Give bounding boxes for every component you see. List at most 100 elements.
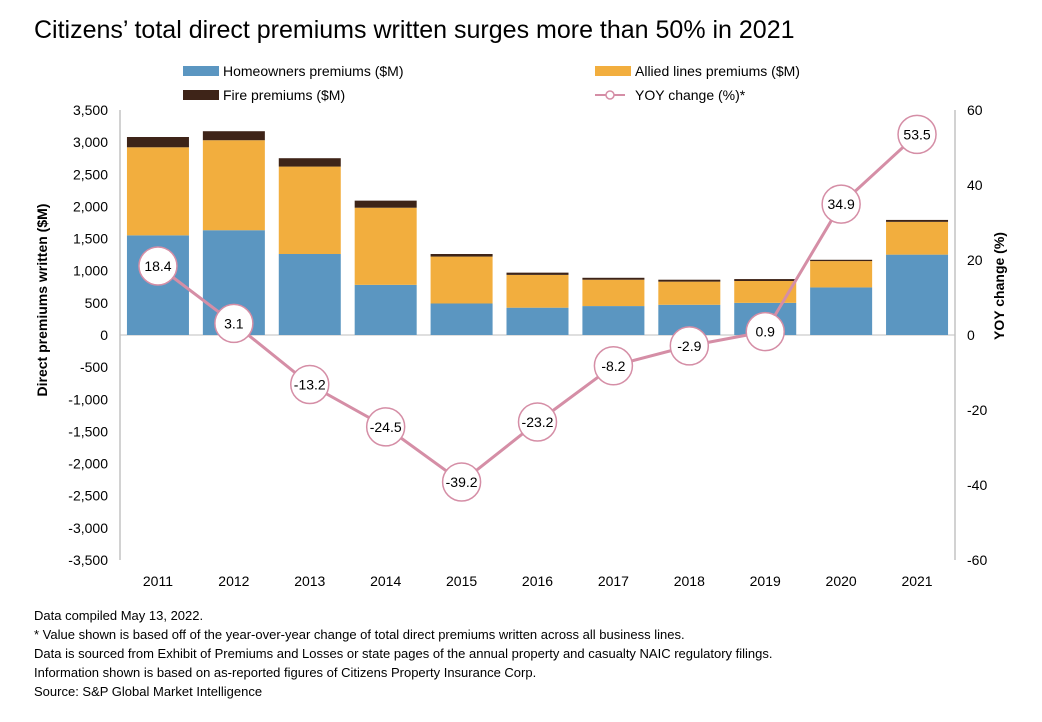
yoy-data-label: -24.5 [370,419,402,435]
x-tick-label: 2019 [750,573,781,589]
bar-segment [354,207,417,285]
note-line: Data compiled May 13, 2022. [34,608,204,623]
x-tick-label: 2021 [901,573,932,589]
yoy-data-label: 3.1 [224,315,244,331]
axes: 3,500 3,000 2,500 2,000 1,500 1,000 500 0 -500 -1… [68,102,987,589]
yoy-point [517,402,558,442]
bars [126,131,949,335]
bar-segment [202,140,265,231]
bar-segment [810,287,873,335]
yoy-data-label: 0.9 [755,324,775,340]
yoy-point [365,407,406,447]
y-tick-label: 2,000 [73,198,108,214]
bar-segment [886,219,949,222]
legend: Homeowners premiums ($M) Allied lines pre… [183,63,800,103]
x-tick-label: 2014 [370,573,401,589]
bar-segment [506,272,569,275]
bar-segment [810,259,873,262]
bar-segment [582,277,645,280]
legend-label: YOY change (%)* [635,87,746,103]
y2-axis-label: YOY change (%) [991,232,1007,340]
bar-segment [354,200,417,208]
yoy-data-label: 18.4 [144,258,171,274]
bar-segment [430,254,493,257]
y2-tick-label: -40 [967,477,987,493]
x-tick-label: 2013 [294,573,325,589]
y-tick-label: 3,000 [73,134,108,150]
yoy-point [214,303,254,344]
note-line: * Value shown is based off of the year-o… [34,627,685,642]
bar-segment [278,166,341,254]
legend-swatch [595,66,631,76]
bar-segment [506,307,569,335]
y-tick-label: -500 [80,359,108,375]
bar-segment [126,147,189,236]
y2-tick-label: -60 [967,552,987,568]
bar-segment [658,279,721,282]
footnotes: Data compiled May 13, 2022. * Value show… [34,606,772,701]
x-tick-label: 2017 [598,573,629,589]
yoy-line: 18.4 3.1 -13.2 -24.5 -39.2 -23.2 -8.2 -2.9 0.9 34… [138,114,937,502]
bar-segment [506,274,569,308]
bar-segment [430,303,493,335]
y-tick-label: -2,500 [68,488,108,504]
y2-tick-label: 40 [967,177,983,193]
y2-tick-label: 20 [967,252,983,268]
legend-swatch [183,90,219,100]
x-tick-label: 2016 [522,573,553,589]
x-tick-label: 2018 [674,573,705,589]
legend-label: Allied lines premiums ($M) [635,63,800,79]
legend-label: Fire premiums ($M) [223,87,345,103]
y2-tick-label: 0 [967,327,975,343]
bar-segment [658,281,721,305]
yoy-point [290,364,330,405]
y-tick-label: 3,500 [73,102,108,118]
legend-swatch [183,66,219,76]
y-tick-label: -2,000 [68,456,108,472]
y2-tick-label: -20 [967,402,987,418]
bar-segment [126,137,189,148]
bar-segment [582,306,645,335]
yoy-data-label: -8.2 [601,358,625,374]
x-tick-label: 2012 [218,573,249,589]
yoy-point [593,346,634,386]
yoy-data-label: -13.2 [294,377,326,393]
bar-segment [734,279,797,281]
legend-label: Homeowners premiums ($M) [223,63,403,79]
yoy-point [669,326,710,366]
y-tick-label: -3,500 [68,552,108,568]
yoy-point [745,311,785,352]
yoy-point [441,462,482,502]
chart-title: Citizens’ total direct premiums written … [34,16,795,44]
note-line: Information shown is based on as-reporte… [34,665,537,680]
yoy-point [897,114,937,155]
bar-segment [354,284,417,335]
note-line: Source: S&P Global Market Intelligence [34,684,263,699]
bar-segment [278,158,341,167]
y-axis-label: Direct premiums written ($M) [34,204,50,397]
y-tick-label: -3,000 [68,520,108,536]
note-line: Data is sourced from Exhibit of Premiums… [34,646,773,661]
y-tick-label: 1,000 [73,263,108,279]
bar-segment [430,256,493,304]
yoy-point [821,184,861,224]
yoy-data-label: -2.9 [677,338,701,354]
y-tick-label: 2,500 [73,166,108,182]
legend-swatch-marker [605,90,615,100]
x-tick-label: 2015 [446,573,477,589]
bar-segment [734,281,797,303]
y2-tick-label: 60 [967,102,983,118]
y-tick-label: 500 [85,295,109,311]
yoy-data-label: 53.5 [903,126,930,142]
yoy-point [138,246,178,286]
yoy-data-label: -39.2 [446,474,478,490]
bar-segment [886,254,949,335]
yoy-data-label: 34.9 [828,196,855,212]
bar-segment [886,221,949,255]
y-tick-label: 1,500 [73,231,108,247]
bar-segment [278,254,341,335]
bar-segment [810,261,873,288]
y-tick-label: -1,000 [68,391,108,407]
bar-segment [582,279,645,307]
x-tick-label: 2011 [143,573,173,589]
